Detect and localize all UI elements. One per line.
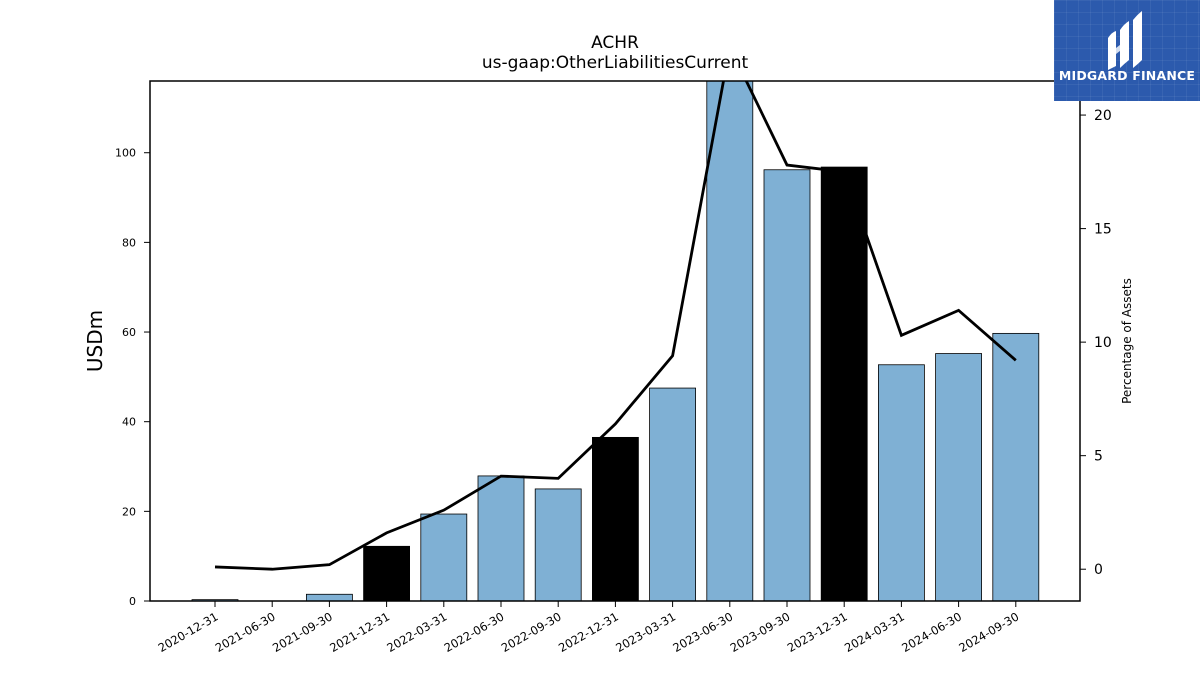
- y-tick-label: 60: [122, 326, 136, 339]
- bar-2021-09-30: [305, 593, 353, 601]
- x-tick-label: 2022-12-31: [556, 609, 621, 655]
- y2-tick-label: 10: [1094, 335, 1112, 351]
- bars-group: [191, 81, 1040, 601]
- y-tick-label: 40: [122, 416, 136, 429]
- x-tick-label: 2023-03-31: [613, 609, 678, 655]
- y2-axis-label: Percentage of Assets: [1120, 278, 1134, 404]
- x-tick-label: 2024-09-30: [956, 609, 1021, 655]
- bar-2022-06-30: [477, 475, 525, 601]
- chart-title: ACHR: [591, 33, 639, 53]
- x-tick-label: 2024-06-30: [899, 609, 964, 655]
- y2-tick-label: 20: [1094, 108, 1112, 124]
- x-tick-label: 2022-09-30: [499, 609, 564, 655]
- bar-2024-06-30: [935, 353, 982, 601]
- y2-tick-label: 15: [1094, 222, 1112, 238]
- y-axis-label: USDm: [83, 310, 107, 372]
- chart-subtitle: us-gaap:OtherLiabilitiesCurrent: [481, 53, 749, 73]
- bar-2021-12-31: [363, 545, 411, 601]
- y2-tick-label: 0: [1094, 562, 1103, 578]
- logo-mark-icon: [1108, 11, 1142, 70]
- x-tick-label: 2023-09-30: [728, 609, 793, 655]
- bar-2023-09-30: [763, 169, 811, 601]
- x-tick-label: 2021-09-30: [270, 609, 335, 655]
- x-tick-label: 2024-03-31: [842, 609, 907, 655]
- y-tick-label: 80: [122, 236, 136, 249]
- x-tick-label: 2022-03-31: [384, 609, 449, 655]
- bar-2022-09-30: [534, 488, 582, 601]
- bar-2023-03-31: [649, 387, 696, 601]
- percentage-line: [214, 81, 1017, 571]
- bar-2024-09-30: [992, 332, 1040, 601]
- bar-2023-12-31: [820, 166, 868, 601]
- x-tick-label: 2022-06-30: [442, 609, 507, 655]
- x-tick-label: 2023-12-31: [785, 609, 850, 655]
- y-tick-label: 20: [122, 505, 136, 518]
- bar-2024-03-31: [878, 364, 925, 601]
- x-tick-label: 2021-12-31: [327, 609, 392, 655]
- y-tick-label: 0: [129, 595, 136, 608]
- bar-2023-06-30: [706, 81, 754, 601]
- x-tick-label: 2020-12-31: [156, 609, 221, 655]
- bar-2022-03-31: [420, 513, 468, 601]
- x-tick-label: 2021-06-30: [213, 609, 278, 655]
- y-tick-label: 100: [115, 147, 136, 160]
- y2-tick-label: 5: [1094, 449, 1103, 465]
- logo-text: MIDGARD FINANCE: [1058, 68, 1196, 83]
- midgard-finance-logo: MIDGARD FINANCE: [1054, 0, 1200, 101]
- x-tick-label: 2023-06-30: [670, 609, 735, 655]
- bar-2022-12-31: [592, 436, 639, 601]
